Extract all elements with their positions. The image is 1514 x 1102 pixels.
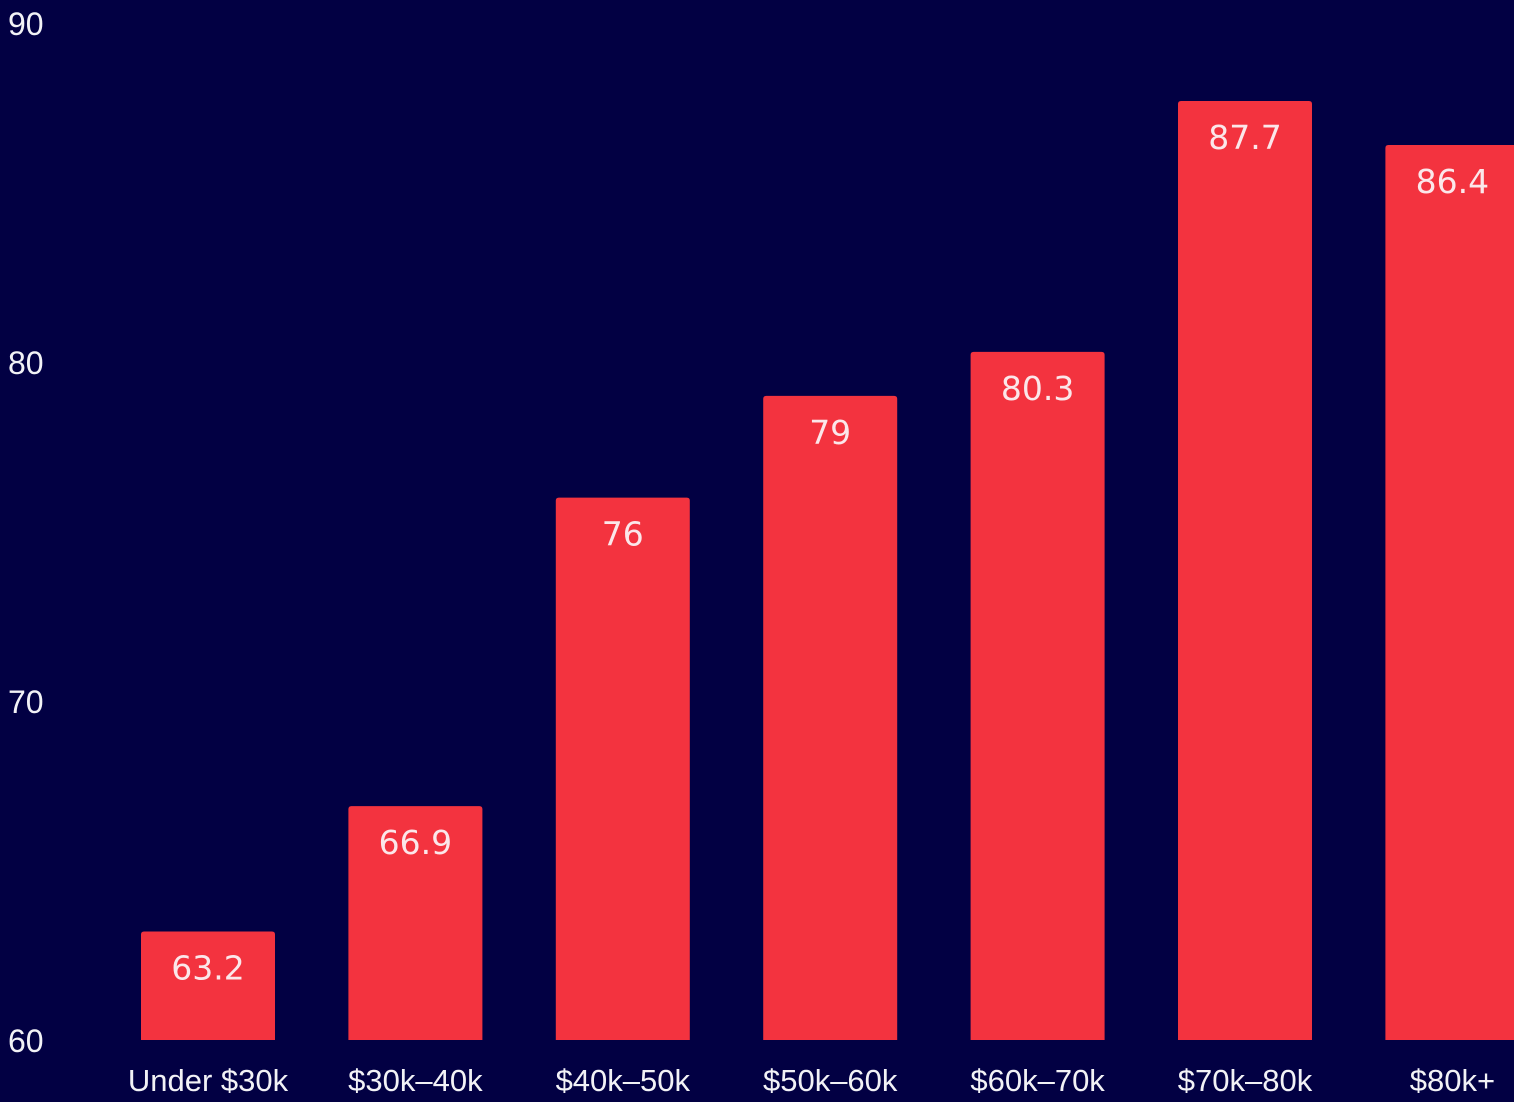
x-tick-label: $60k–70k	[970, 1063, 1105, 1098]
y-axis: 60 70 80 90	[8, 6, 44, 1059]
bar	[141, 931, 275, 1040]
x-tick-label: $40k–50k	[556, 1063, 691, 1098]
x-tick-label: Under $30k	[128, 1063, 289, 1098]
bar	[1385, 145, 1514, 1040]
y-tick-label: 60	[8, 1023, 44, 1059]
x-tick-label: $50k–60k	[763, 1063, 898, 1098]
x-axis: Under $30k $30k–40k $40k–50k $50k–60k $60k–7…	[128, 1063, 1495, 1098]
y-tick-label: 80	[8, 345, 44, 381]
bar-value-label: 66.9	[379, 823, 452, 862]
y-tick-label: 90	[8, 6, 44, 42]
bars	[141, 100, 1514, 1041]
bar-value-label: 63.2	[171, 949, 244, 988]
data-labels: 63.2 66.9 76 79 80.3 87.7 86.4	[171, 118, 1489, 988]
bar	[555, 497, 690, 1041]
bar	[970, 351, 1105, 1041]
bar-value-label: 86.4	[1416, 162, 1489, 201]
y-tick-label: 70	[8, 684, 44, 720]
x-tick-label: $70k–80k	[1178, 1063, 1313, 1098]
bar-value-label: 79	[809, 413, 851, 452]
x-tick-label: $80k+	[1410, 1063, 1495, 1098]
bar-value-label: 80.3	[1001, 369, 1074, 408]
x-tick-label: $30k–40k	[348, 1063, 483, 1098]
bar-value-label: 76	[602, 515, 644, 554]
bar-value-label: 87.7	[1208, 118, 1281, 157]
bar	[1178, 100, 1312, 1041]
bar	[348, 806, 483, 1040]
bar	[763, 395, 898, 1040]
